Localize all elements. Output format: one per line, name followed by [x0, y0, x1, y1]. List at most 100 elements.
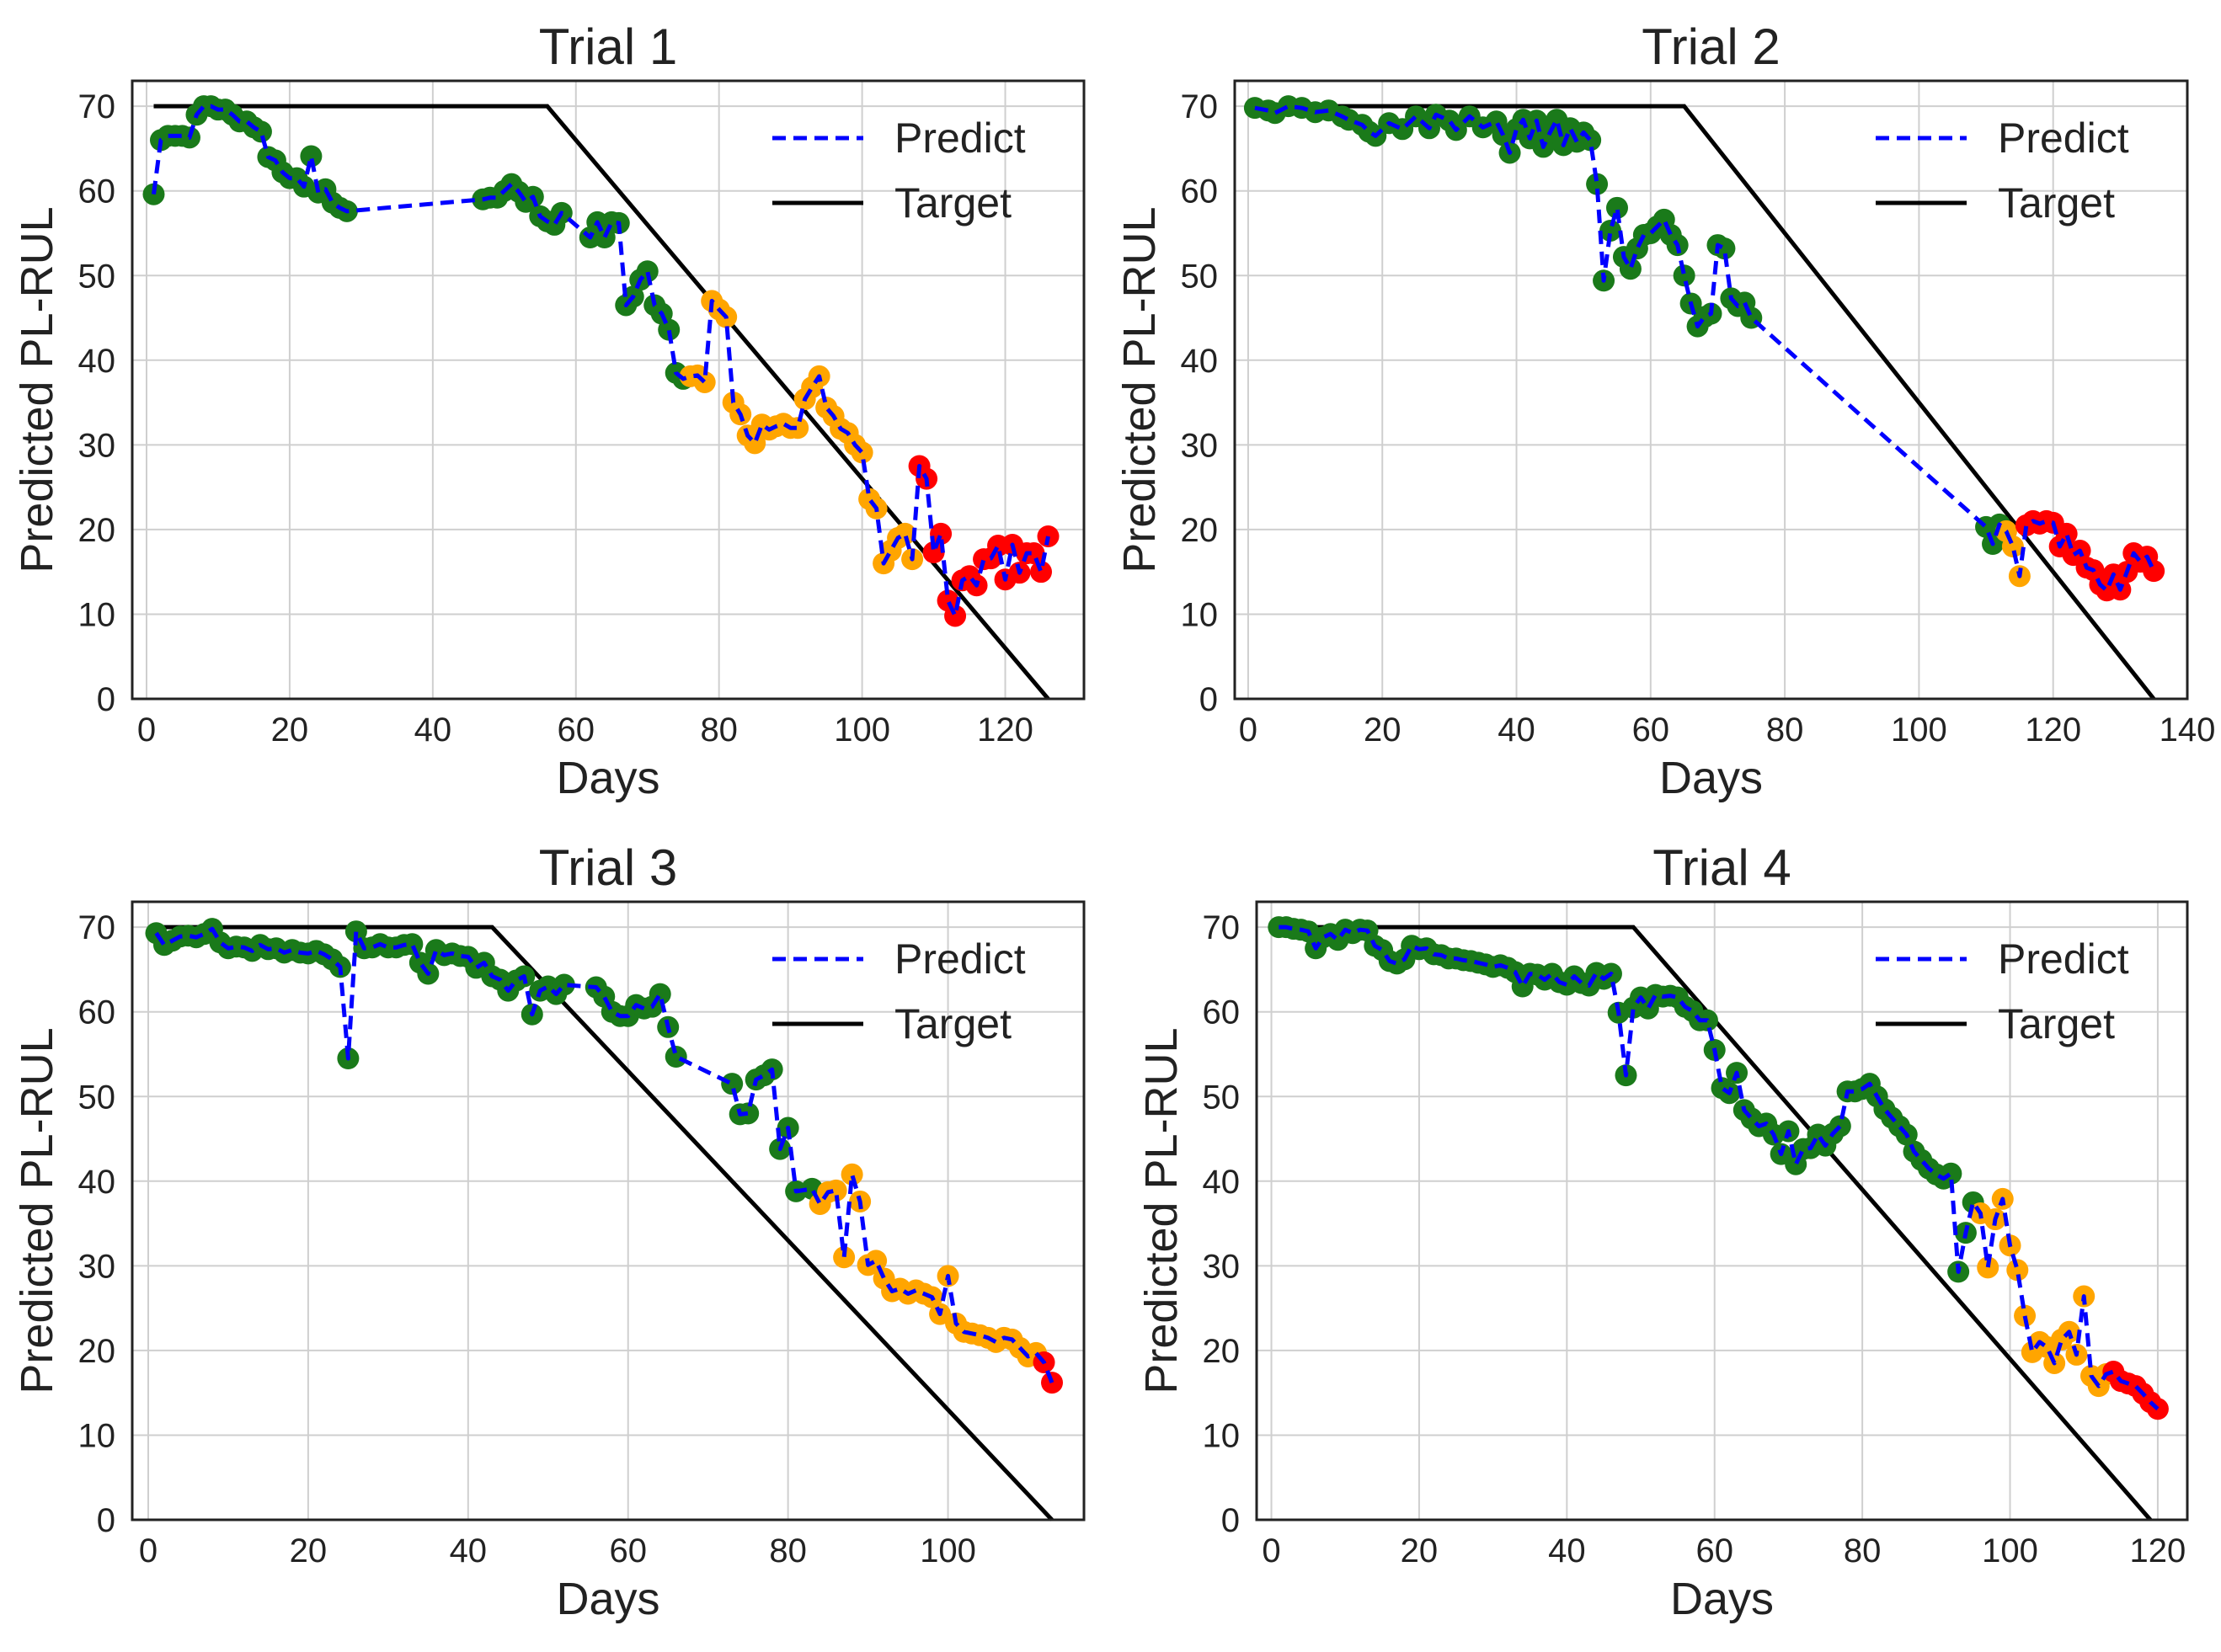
chart-panel-3: 0 20 40 60 80 100 0 10 20 30 40 50 60 70 Trial 3 Days Pr…: [12, 839, 1086, 1624]
x-tick-label: 60: [609, 1532, 647, 1569]
x-tick-label: 20: [290, 1532, 328, 1569]
plot-frame: [1233, 79, 2189, 701]
legend-target-label: Target: [894, 1000, 1012, 1047]
y-tick-label: 60: [78, 173, 116, 210]
y-tick-label: 70: [78, 909, 116, 946]
y-tick-label: 40: [78, 343, 116, 380]
y-tick-label: 0: [1221, 1502, 1240, 1539]
x-axis-label: Days: [556, 1574, 659, 1624]
y-tick-label: 70: [1203, 909, 1241, 946]
x-tick-label: 40: [414, 711, 452, 749]
legend-target-label: Target: [1998, 179, 2115, 226]
legend-predict-label: Predict: [1998, 935, 2129, 983]
predict-line: [1254, 104, 2156, 593]
x-tick-label: 40: [1548, 1532, 1586, 1569]
x-tick-label: 0: [139, 1532, 157, 1569]
chart-title: Trial 4: [1652, 839, 1791, 896]
predict-point: [300, 145, 323, 168]
chart-title: Trial 2: [1642, 19, 1780, 75]
y-tick-label: 40: [1203, 1164, 1241, 1201]
x-tick-label: 0: [1239, 711, 1257, 749]
x-tick-label: 100: [1982, 1532, 2038, 1569]
target-line: [1254, 104, 2156, 701]
x-tick-label: 60: [1632, 711, 1670, 749]
legend-predict-label: Predict: [894, 115, 1026, 162]
y-tick-label: 0: [1199, 681, 1218, 718]
legend: Predict Target: [772, 115, 1026, 226]
predict-point: [1022, 542, 1045, 565]
y-tick-label: 60: [1203, 994, 1241, 1031]
predict-point: [2014, 1304, 2037, 1327]
y-tick-label: 50: [1181, 258, 1219, 295]
x-tick-label: 100: [920, 1532, 976, 1569]
x-tick-label: 20: [1364, 711, 1401, 749]
y-tick-label: 30: [1203, 1248, 1241, 1285]
y-tick-label: 20: [1181, 512, 1219, 549]
y-tick-label: 10: [1203, 1417, 1241, 1454]
predict-point: [1599, 219, 1622, 242]
y-tick-label: 40: [78, 1164, 116, 1201]
predict-point: [865, 1250, 888, 1272]
predict-point: [1586, 173, 1609, 195]
legend-target-label: Target: [1998, 1000, 2115, 1047]
x-tick-label: 120: [2025, 711, 2081, 749]
predict-point: [2006, 1259, 2029, 1282]
predict-point: [787, 417, 809, 440]
x-tick-label: 0: [137, 711, 156, 749]
x-axis-label: Days: [1659, 753, 1763, 803]
predict-point: [721, 1073, 744, 1095]
x-tick-label: 120: [2130, 1532, 2186, 1569]
legend-target-label: Target: [894, 179, 1012, 226]
chart-title: Trial 3: [539, 839, 677, 896]
chart-panel-4: 0 20 40 60 80 100 120 0 10 20 30 40 50 60 70 Trial 4 Day…: [1136, 839, 2189, 1624]
y-tick-label: 10: [78, 1417, 116, 1454]
predict-point: [944, 605, 967, 627]
predict-point: [1977, 1256, 1999, 1279]
y-axis-label: Predicted PL-RUL: [1136, 1027, 1187, 1394]
predict-point: [2055, 522, 2078, 545]
predict-point: [1030, 561, 1053, 584]
predict-point: [930, 522, 953, 545]
gridlines: [1235, 81, 2188, 700]
y-tick-label: 30: [78, 427, 116, 464]
y-tick-label: 70: [78, 88, 116, 125]
x-tick-label: 40: [450, 1532, 488, 1569]
legend: Predict Target: [1876, 935, 2129, 1047]
y-tick-label: 70: [1181, 88, 1219, 125]
predict-line: [1279, 925, 2160, 1411]
chart-panel-1: 0 20 40 60 80 100 120 0 10 20 30 40 50 60 70 Trial 1 Day…: [12, 19, 1086, 803]
predict-point: [344, 920, 367, 943]
x-tick-label: 100: [834, 711, 890, 749]
plot-area: [1235, 81, 2187, 699]
predict-point: [658, 318, 681, 341]
x-tick-label: 40: [1498, 711, 1535, 749]
y-tick-label: 30: [1181, 427, 1219, 464]
predict-markers: [1268, 916, 2169, 1420]
x-tick-label: 80: [1844, 1532, 1882, 1569]
predict-point: [841, 1163, 863, 1186]
legend-predict-label: Predict: [1998, 115, 2129, 162]
y-tick-label: 30: [78, 1248, 116, 1285]
x-tick-label: 80: [700, 711, 738, 749]
target-line: [1279, 925, 2153, 1521]
y-tick-label: 40: [1181, 343, 1219, 380]
y-tick-label: 50: [78, 258, 116, 295]
y-tick-label: 60: [78, 994, 116, 1031]
legend: Predict Target: [772, 935, 1026, 1047]
y-tick-label: 20: [1203, 1333, 1241, 1370]
y-axis-label: Predicted PL-RUL: [12, 1027, 62, 1394]
predict-point: [825, 1179, 847, 1202]
y-tick-label: 50: [78, 1079, 116, 1116]
plot-frame: [1255, 900, 2189, 1521]
y-tick-label: 10: [1181, 596, 1219, 633]
y-tick-label: 50: [1203, 1079, 1241, 1116]
predict-point: [2143, 560, 2165, 583]
predict-point: [1605, 196, 1628, 219]
chart-panel-2: 0 20 40 60 80 100 120 140 0 10 20 30 40 50 60 70 Trial 2…: [1114, 19, 2215, 803]
predict-point: [833, 1246, 856, 1269]
predict-point: [401, 933, 424, 956]
predict-point: [665, 1046, 687, 1068]
x-tick-label: 20: [1401, 1532, 1439, 1569]
x-tick-label: 80: [1766, 711, 1804, 749]
